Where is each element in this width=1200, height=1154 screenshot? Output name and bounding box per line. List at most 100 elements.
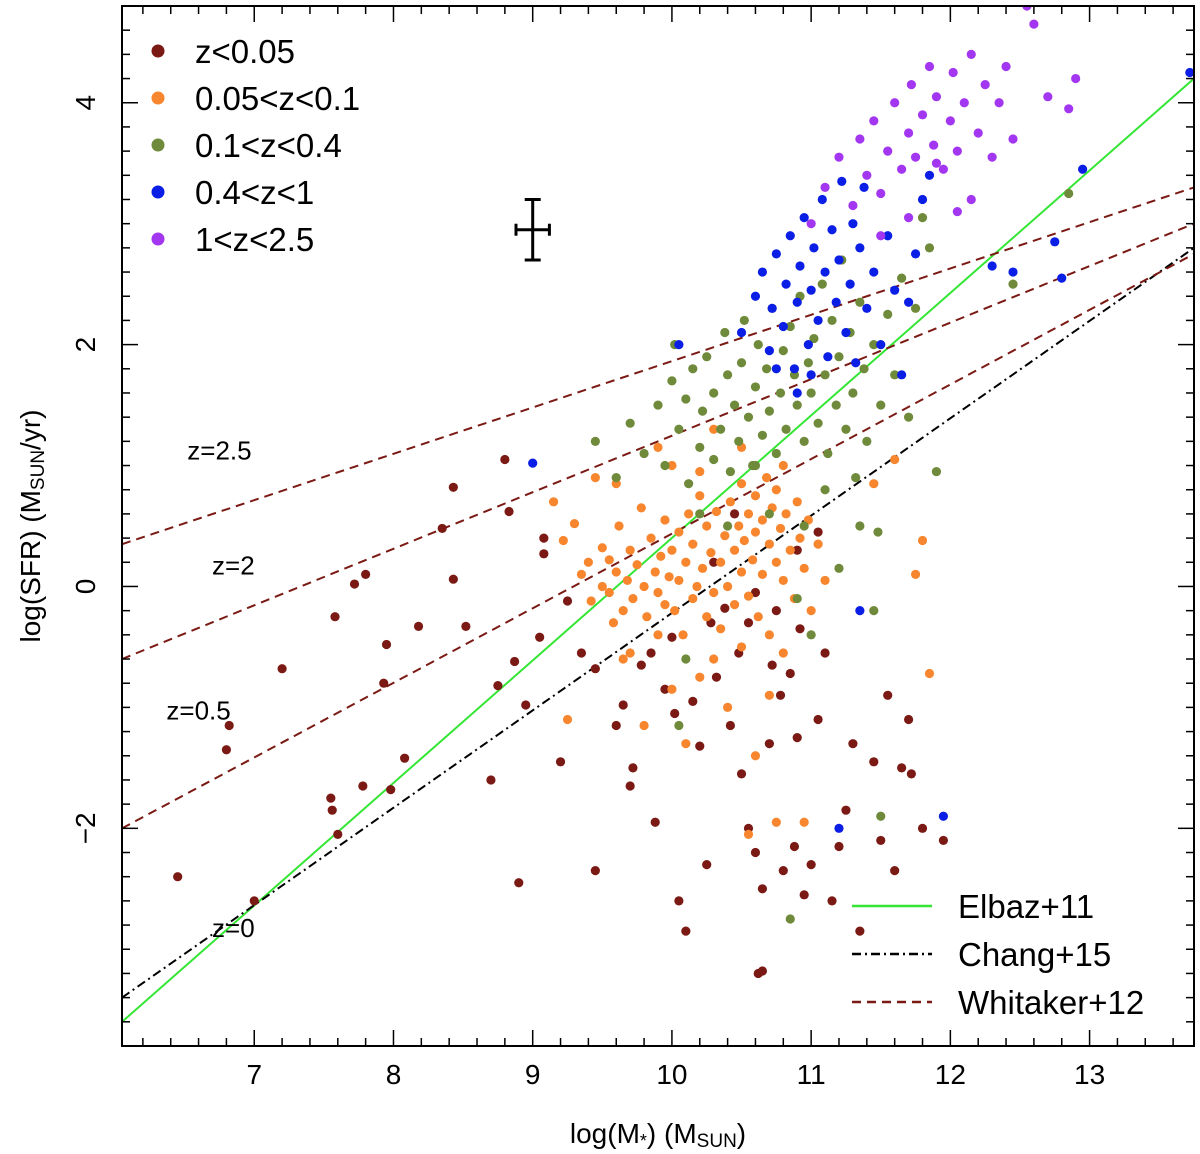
data-point (753, 340, 763, 350)
data-point (681, 557, 691, 567)
data-point (597, 581, 607, 592)
data-point (702, 612, 712, 622)
data-point (618, 654, 628, 664)
data-point (855, 926, 865, 936)
data-point (931, 466, 942, 477)
data-point (820, 485, 830, 495)
data-point (349, 579, 360, 589)
legend-label-5: 1<z<2.5 (195, 221, 314, 258)
data-point (702, 521, 712, 531)
data-point (750, 751, 761, 761)
data-point (778, 866, 788, 876)
data-point (500, 454, 510, 465)
data-point (806, 285, 816, 295)
data-point (761, 364, 772, 374)
legend-line-label-2: Chang+15 (958, 936, 1111, 973)
data-point (590, 473, 600, 483)
data-point (750, 847, 761, 858)
data-point (486, 775, 496, 785)
data-point (330, 612, 340, 622)
data-point (764, 346, 774, 356)
data-point (625, 545, 635, 555)
data-point (750, 460, 761, 471)
data-point (1064, 188, 1074, 199)
data-point (333, 829, 343, 839)
data-point (827, 225, 837, 235)
data-point (1001, 61, 1011, 72)
data-point (1022, 6, 1032, 11)
data-point (514, 878, 524, 888)
data-point (906, 769, 916, 779)
data-point (695, 509, 705, 519)
data-point (681, 654, 691, 664)
data-point (1043, 92, 1053, 102)
data-point (521, 700, 531, 710)
data-point (952, 146, 962, 156)
data-point (781, 279, 791, 289)
data-point (837, 176, 847, 186)
data-point (795, 533, 805, 543)
data-point (813, 315, 823, 326)
data-point (706, 548, 716, 558)
data-point (576, 569, 587, 579)
data-point (785, 321, 795, 332)
data-point (799, 563, 809, 573)
data-point (890, 866, 900, 876)
data-point (757, 267, 768, 277)
data-point (869, 757, 879, 767)
data-point (750, 527, 761, 537)
data-point (785, 668, 795, 679)
data-point (743, 591, 754, 601)
data-point (952, 206, 962, 217)
data-point (931, 158, 942, 168)
data-point (277, 664, 287, 674)
data-point (789, 364, 800, 374)
data-point (795, 261, 805, 271)
data-point (820, 575, 830, 586)
data-point (883, 146, 893, 156)
data-point (723, 370, 733, 380)
data-point (695, 741, 705, 751)
data-point (528, 458, 538, 468)
data-point (917, 535, 928, 546)
data-point (709, 454, 719, 465)
data-point (681, 394, 691, 404)
data-point (785, 231, 795, 241)
data-point (748, 555, 758, 565)
data-point (869, 340, 879, 350)
data-point (504, 506, 514, 517)
data-point (910, 569, 921, 579)
data-point (799, 521, 809, 531)
data-point (725, 497, 735, 507)
line-whitaker-12-z-0-5 (122, 253, 1194, 830)
data-point (897, 273, 907, 283)
data-point (743, 412, 754, 422)
data-point (883, 231, 893, 241)
data-point (736, 567, 747, 577)
data-point (792, 593, 802, 604)
data-point (980, 80, 990, 90)
data-point (670, 708, 680, 719)
data-point (966, 194, 976, 205)
data-point (493, 681, 503, 691)
data-point (876, 231, 886, 241)
plot-content (122, 6, 1194, 1023)
line-whitaker-12-z-2 (122, 222, 1194, 660)
data-point (987, 152, 997, 162)
data-point (448, 574, 458, 584)
data-point (848, 219, 858, 229)
data-point (831, 400, 841, 410)
data-point (695, 672, 705, 682)
data-point (597, 543, 607, 553)
data-point (736, 642, 747, 652)
data-point (767, 660, 777, 670)
legend-marker-5 (151, 232, 165, 246)
data-point (771, 557, 781, 567)
data-point (813, 714, 823, 725)
data-point (723, 521, 733, 531)
y-tick-label: 2 (70, 337, 101, 353)
data-point (723, 581, 733, 592)
data-point (834, 841, 844, 852)
data-point (764, 539, 774, 549)
